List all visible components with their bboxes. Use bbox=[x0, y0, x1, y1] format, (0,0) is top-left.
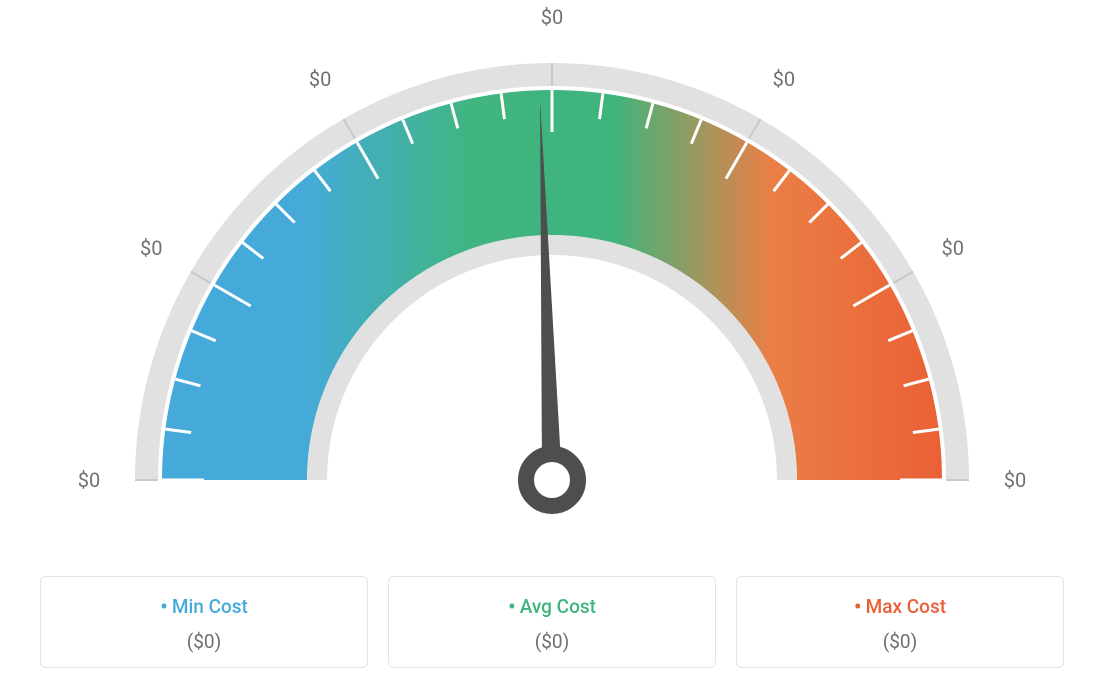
gauge-tick-label: $0 bbox=[1004, 468, 1026, 492]
gauge-needle-hub bbox=[526, 454, 578, 506]
gauge-tick-label: $0 bbox=[773, 67, 795, 91]
legend-card: •Avg Cost ($0) bbox=[388, 576, 716, 668]
legend-dot-icon: • bbox=[854, 595, 862, 620]
legend-card-value: ($0) bbox=[399, 630, 705, 653]
legend-card-label: Avg Cost bbox=[520, 595, 596, 618]
legend-cards: •Min Cost($0)•Avg Cost($0)•Max Cost($0) bbox=[40, 576, 1064, 668]
legend-card: •Max Cost ($0) bbox=[736, 576, 1064, 668]
legend-dot-icon: • bbox=[160, 595, 168, 620]
gauge-svg bbox=[0, 10, 1104, 570]
gauge-tick-label: $0 bbox=[78, 468, 100, 492]
legend-card-value: ($0) bbox=[747, 630, 1053, 653]
legend-card-title: •Avg Cost bbox=[399, 595, 705, 620]
legend-card-title: •Max Cost bbox=[747, 595, 1053, 620]
gauge-tick-label: $0 bbox=[941, 236, 963, 260]
gauge-tick-label: $0 bbox=[541, 5, 563, 29]
legend-card-title: •Min Cost bbox=[51, 595, 357, 620]
legend-card-label: Max Cost bbox=[866, 595, 946, 618]
legend-card: •Min Cost ($0) bbox=[40, 576, 368, 668]
legend-card-label: Min Cost bbox=[172, 595, 248, 618]
gauge-tick-label: $0 bbox=[140, 236, 162, 260]
legend-card-value: ($0) bbox=[51, 630, 357, 653]
legend-dot-icon: • bbox=[508, 595, 516, 620]
gauge-tick-label: $0 bbox=[309, 67, 331, 91]
